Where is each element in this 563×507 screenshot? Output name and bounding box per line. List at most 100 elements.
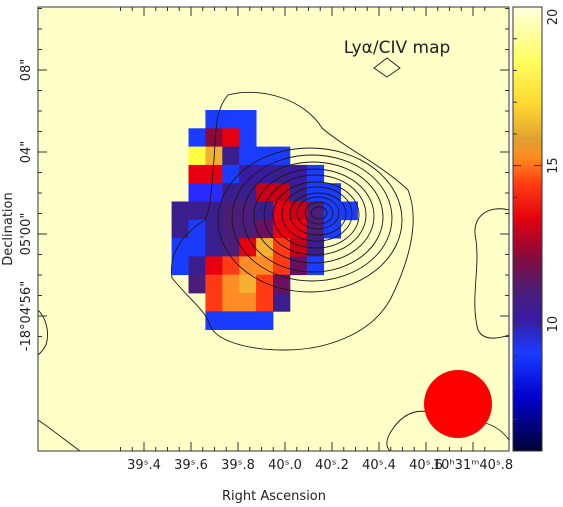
heatmap-pixel: [222, 164, 240, 184]
y-tick-label: 04": [19, 141, 34, 164]
heatmap-pixel: [239, 110, 257, 129]
contour-lines: [38, 57, 509, 451]
beam-circle: [424, 370, 492, 438]
heatmap-pixel: [205, 110, 223, 129]
heatmap-pixel: [306, 201, 325, 221]
x-tick-label: 39ˢ.6: [174, 458, 208, 473]
heatmap-pixel: [289, 256, 308, 276]
y-tick-label: -18°04'56": [19, 281, 34, 351]
colorbar-tick-label: 20: [546, 9, 561, 26]
heatmap-pixel: [256, 311, 274, 330]
contour: [231, 154, 393, 282]
heatmap-pixel: [256, 256, 274, 276]
heatmap-pixel: [222, 274, 240, 294]
heatmap-pixel: [205, 164, 223, 184]
heatmap-pixel: [222, 293, 240, 312]
heatmap-pixel: [188, 164, 206, 184]
heatmap-pixel: [256, 293, 274, 312]
heatmap-pixel: [171, 256, 189, 276]
x-tick-label: 40ˢ.4: [362, 458, 396, 473]
heatmap-pixel: [273, 201, 291, 221]
heatmap-pixel: [239, 311, 257, 330]
contour: [310, 206, 328, 220]
x-tick-label: 40ˢ.2: [315, 458, 349, 473]
y-tick-label: 05'00": [19, 213, 34, 256]
heatmap-pixel: [188, 183, 206, 202]
heatmap-pixel: [256, 238, 274, 257]
x-tick-label: 10ʰ31ᵐ40ˢ.8: [433, 458, 513, 473]
heatmap-pixel: [256, 183, 274, 202]
heatmap-pixel: [205, 183, 223, 202]
heatmap-pixel: [239, 219, 257, 239]
heatmap-pixel: [188, 219, 206, 239]
contour: [289, 192, 347, 236]
heatmap-pixel: [289, 201, 308, 221]
contour: [304, 201, 334, 225]
heatmap-pixels: [171, 110, 358, 330]
contour: [263, 174, 367, 256]
contour-lower-left: [38, 419, 81, 451]
x-tick-label: 39ˢ.8: [221, 458, 255, 473]
x-tick-label: 40ˢ.6: [409, 458, 443, 473]
heatmap-pixel: [273, 238, 291, 257]
heatmap-pixel: [256, 146, 274, 166]
heatmap-pixel: [205, 238, 223, 257]
heatmap-pixel: [188, 256, 206, 276]
colorbar-ticks: 10 15 20: [513, 6, 561, 452]
heatmap-pixel: [222, 256, 240, 276]
contour: [281, 186, 353, 242]
x-tick-label: 40ˢ.0: [268, 458, 302, 473]
y-axis-label: Declination: [1, 192, 16, 266]
heatmap-pixel: [239, 201, 257, 221]
heatmap-pixel: [188, 146, 206, 166]
heatmap-pixel: [306, 238, 325, 257]
heatmap-pixel: [306, 183, 325, 202]
heatmap-pixel: [239, 128, 257, 147]
contour-right: [474, 208, 509, 339]
heatmap-pixel: [188, 201, 206, 221]
colorbar: [513, 7, 542, 451]
heatmap-pixel: [273, 293, 291, 312]
contour-outer: [170, 91, 414, 351]
heatmap-pixel: [273, 146, 291, 166]
heatmap-pixel: [289, 164, 308, 184]
heatmap-pixel: [306, 256, 325, 276]
heatmap-pixel: [256, 219, 274, 239]
heatmap-pixel: [205, 274, 223, 294]
chart-title: Lyα/CIV map: [344, 38, 451, 58]
contour: [242, 161, 384, 273]
heatmap-pixel: [222, 128, 240, 147]
heatmap-pixel: [256, 201, 274, 221]
contour: [253, 168, 375, 264]
heatmap-pixel: [205, 293, 223, 312]
heatmap-pixel: [188, 274, 206, 294]
heatmap-pixel: [205, 256, 223, 276]
heatmap-pixel: [239, 256, 257, 276]
heatmap-pixel: [171, 238, 189, 257]
heatmap-pixel: [222, 201, 240, 221]
heatmap-pixel: [188, 128, 206, 147]
heatmap-pixel: [222, 110, 240, 129]
x-tick-label: 39ˢ.4: [127, 458, 161, 473]
heatmap-pixel: [256, 164, 274, 184]
heatmap-pixel: [239, 238, 257, 257]
heatmap-pixel: [222, 183, 240, 202]
heatmap-pixel: [289, 183, 308, 202]
heatmap-pixel: [205, 128, 223, 147]
heatmap-pixel: [273, 219, 291, 239]
heatmap-pixel: [222, 238, 240, 257]
heatmap-pixel: [239, 183, 257, 202]
contour: [296, 196, 340, 230]
heatmap-pixel: [222, 219, 240, 239]
heatmap-pixel: [256, 274, 274, 294]
heatmap-pixel: [188, 238, 206, 257]
contour: [217, 147, 403, 293]
contour: [272, 181, 360, 249]
heatmap-pixel: [273, 256, 291, 276]
y-tick-label: 08": [19, 59, 34, 82]
heatmap-pixel: [306, 164, 325, 184]
heatmap-pixel: [239, 146, 257, 166]
x-axis-label: Right Ascension: [222, 489, 326, 504]
